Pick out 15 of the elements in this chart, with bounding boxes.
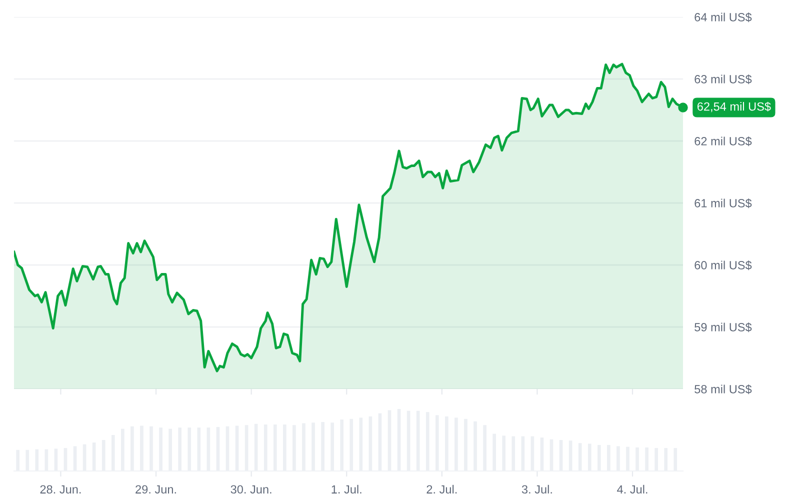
y-tick-label: 64 mil US$ [694, 12, 752, 22]
x-tick-label: 2. Jul. [426, 484, 457, 494]
y-tick-label: 59 mil US$ [694, 322, 752, 332]
y-tick-label: 58 mil US$ [694, 384, 752, 394]
y-tick-label: 62 mil US$ [694, 136, 752, 146]
x-tick-label: 28. Jun. [40, 485, 81, 494]
x-tick-label: 3. Jul. [522, 484, 552, 494]
x-tick-label: 4. Jul. [617, 484, 648, 494]
y-tick-label: 61 mil US$ [694, 198, 752, 208]
y-tick-label: 63 mil US$ [694, 74, 752, 84]
x-tick-label: 29. Jun. [136, 485, 176, 494]
y-tick-label: 60 mil US$ [694, 260, 752, 270]
x-tick-label: 30. Jun. [230, 485, 272, 494]
x-tick-label: 1. Jul. [332, 484, 362, 494]
data-label: 62,54 mil US$ [697, 102, 771, 112]
